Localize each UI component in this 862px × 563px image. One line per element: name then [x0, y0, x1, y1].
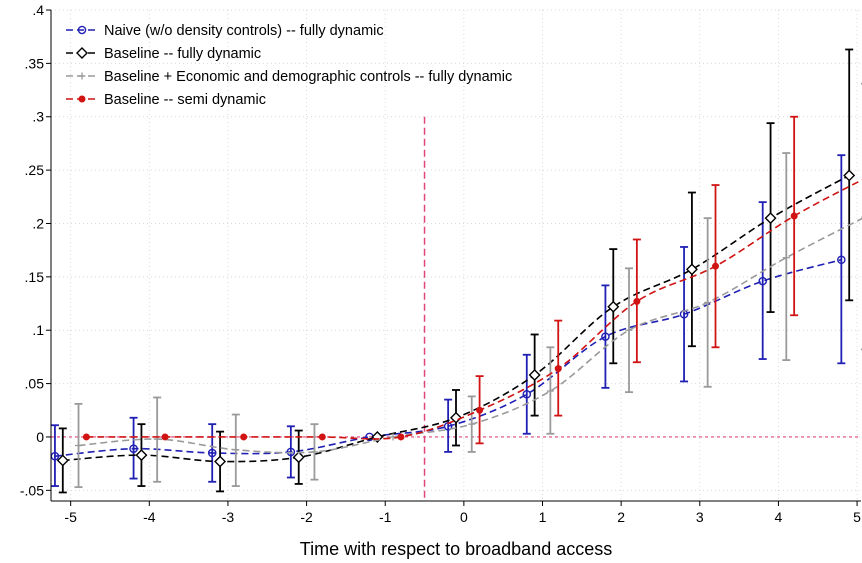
series-1-point-0 — [56, 454, 69, 467]
y-axis-ticks: -.05 0 .05 .1 .15 .2 .25 .3 .35 .4 — [20, 2, 51, 498]
series-2-line — [78, 217, 862, 454]
y-tick-label-7: .3 — [32, 109, 44, 125]
series-3-point-3 — [318, 433, 326, 441]
y-tick-label-4: .15 — [25, 269, 45, 285]
plot-area — [50, 9, 862, 501]
series-0-point-7 — [601, 332, 610, 341]
legend-item-0-label: Naive (w/o density controls) -- fully dy… — [104, 23, 384, 39]
legend-item-1-marker — [76, 47, 88, 59]
legend-item-1-label: Baseline -- fully dynamic — [104, 46, 261, 62]
series-2 — [74, 82, 862, 489]
x-axis-title: Time with respect to broadband access — [300, 539, 613, 559]
series-2-point-2 — [232, 446, 240, 454]
series-3-point-1 — [161, 433, 169, 441]
x-tick-label-5: 0 — [460, 509, 468, 525]
series-3-point-5 — [476, 406, 484, 414]
series-1-point-9 — [764, 212, 777, 225]
series-0-ci-9 — [758, 201, 767, 360]
legend-item-3: Baseline -- semi dynamic — [66, 92, 266, 108]
legend-item-3-marker — [78, 95, 86, 103]
legend-item-1: Baseline -- fully dynamic — [66, 46, 261, 62]
x-tick-label-4: -1 — [379, 509, 392, 525]
series-1-point-3 — [292, 451, 305, 464]
legend-item-2-label: Baseline + Economic and demographic cont… — [104, 69, 512, 85]
series-2-point-4 — [389, 433, 397, 441]
series-3-point-8 — [712, 262, 720, 270]
x-tick-label-7: 2 — [617, 509, 625, 525]
x-axis-ticks: -5 -4 -3 -2 -1 0 1 2 3 4 5 — [64, 501, 861, 525]
y-tick-label-3: .1 — [32, 322, 44, 338]
series-0-point-10 — [837, 255, 846, 265]
series-2-point-9 — [782, 254, 790, 262]
y-tick-label-2: .05 — [25, 376, 45, 392]
series-3-line — [86, 179, 862, 440]
series-1-point-5 — [450, 411, 462, 424]
series-0 — [50, 154, 846, 487]
series-0-point-1 — [129, 444, 138, 453]
series-2-point-0 — [75, 441, 83, 449]
series-0-point-9 — [758, 276, 767, 286]
series-1-point-6 — [528, 369, 541, 382]
series-2-point-8 — [704, 298, 712, 306]
legend-item-0-marker — [77, 25, 87, 35]
series-0-point-3 — [286, 447, 296, 457]
series-1 — [56, 48, 856, 494]
y-tick-label-1: 0 — [36, 429, 44, 445]
series-3-point-6 — [554, 365, 562, 373]
x-tick-label-9: 4 — [775, 509, 783, 525]
series-3-point-2 — [240, 433, 248, 441]
series-2-point-3 — [310, 448, 318, 456]
legend-item-0: Naive (w/o density controls) -- fully dy… — [66, 23, 384, 39]
series-0-ci-10 — [837, 154, 846, 365]
series-0-line — [54, 258, 842, 457]
legend: Naive (w/o density controls) -- fully dy… — [66, 23, 512, 108]
series-1-point-8 — [685, 263, 698, 276]
series-0-ci-6 — [522, 353, 531, 435]
series-0-point-6 — [522, 389, 532, 399]
series-1-point-2 — [214, 455, 227, 468]
y-tick-label-8: .35 — [25, 55, 45, 71]
series-1-line — [62, 174, 850, 463]
x-tick-label-8: 3 — [696, 509, 704, 525]
series-layer — [50, 48, 862, 494]
y-tick-label-5: .2 — [32, 215, 44, 231]
series-3-point-4 — [397, 433, 405, 441]
legend-item-2: Baseline + Economic and demographic cont… — [66, 69, 512, 85]
series-3-point-0 — [82, 433, 90, 441]
series-2-point-6 — [546, 387, 554, 395]
x-tick-label-10: 5 — [853, 509, 861, 525]
series-2-point-7 — [625, 326, 633, 334]
series-3-point-7 — [633, 297, 641, 305]
y-tick-label-6: .25 — [25, 162, 45, 178]
legend-item-2-marker — [78, 72, 86, 80]
series-1-point-10 — [843, 169, 856, 182]
x-tick-label-2: -3 — [222, 509, 235, 525]
x-tick-label-3: -2 — [300, 509, 313, 525]
series-2-point-5 — [468, 420, 476, 428]
series-3 — [82, 115, 862, 445]
series-1-point-7 — [607, 300, 620, 313]
x-tick-label-6: 1 — [539, 509, 547, 525]
x-tick-label-1: -4 — [143, 509, 156, 525]
y-tick-label-9: .4 — [32, 2, 44, 18]
series-0-point-2 — [207, 448, 217, 458]
legend-item-3-label: Baseline -- semi dynamic — [104, 92, 266, 108]
y-tick-label-0: -.05 — [20, 482, 44, 498]
series-1-point-1 — [135, 449, 148, 462]
axes: -.05 0 .05 .1 .15 .2 .25 .3 .35 .4 -5 -4 -3 -2 -1 0 1 2 3… — [20, 2, 861, 559]
x-tick-label-0: -5 — [64, 509, 77, 525]
series-3-point-9 — [790, 212, 798, 220]
